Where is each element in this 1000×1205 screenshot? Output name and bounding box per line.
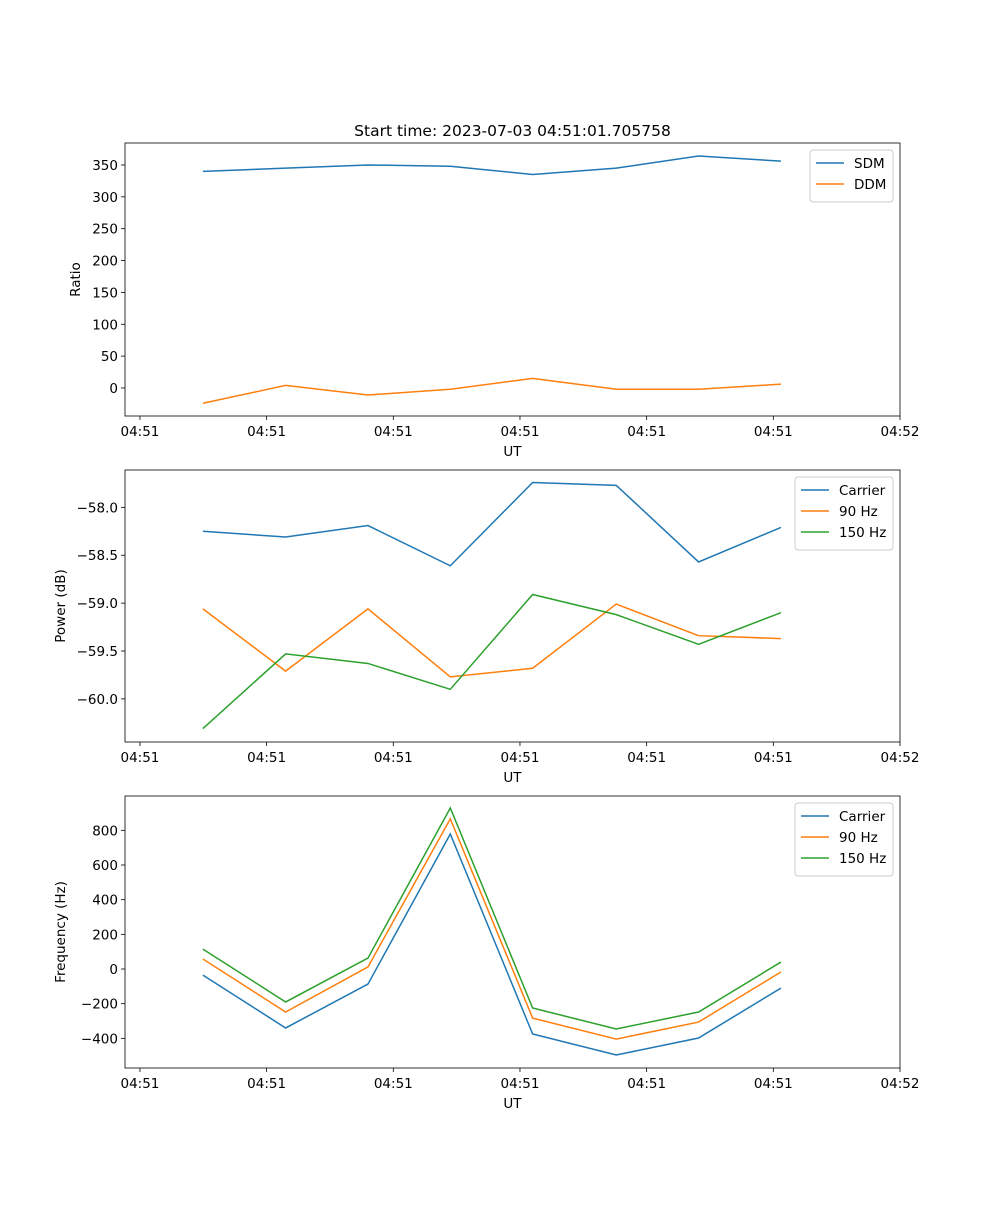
x-tick-label: 04:51 bbox=[247, 750, 286, 766]
x-axis-label: UT bbox=[503, 444, 522, 460]
y-tick-label: 100 bbox=[92, 317, 118, 333]
chart-title: Start time: 2023-07-03 04:51:01.705758 bbox=[354, 122, 671, 140]
legend-label: SDM bbox=[854, 156, 885, 172]
x-tick-label: 04:51 bbox=[754, 750, 793, 766]
x-tick-label: 04:51 bbox=[247, 424, 286, 440]
y-axis-label: Frequency (Hz) bbox=[53, 881, 69, 983]
y-tick-label: −60.0 bbox=[77, 692, 118, 708]
y-tick-label: −58.0 bbox=[77, 500, 118, 516]
legend-label: Carrier bbox=[839, 809, 886, 825]
y-tick-label: 150 bbox=[92, 285, 118, 301]
x-tick-label: 04:51 bbox=[247, 1076, 286, 1092]
series-line-90-hz bbox=[203, 819, 781, 1039]
y-tick-label: 200 bbox=[92, 927, 118, 943]
x-tick-label: 04:51 bbox=[754, 1076, 793, 1092]
y-tick-label: 0 bbox=[109, 381, 118, 397]
series-line-sdm bbox=[203, 156, 781, 174]
y-tick-label: 400 bbox=[92, 893, 118, 909]
y-tick-label: 600 bbox=[92, 858, 118, 874]
x-tick-label: 04:51 bbox=[120, 750, 159, 766]
legend: Carrier 90 Hz 150 Hz bbox=[795, 477, 893, 550]
x-axis-label: UT bbox=[503, 770, 522, 786]
axes-frame bbox=[125, 143, 900, 416]
series-line-ddm bbox=[203, 378, 781, 403]
series-line-150-hz bbox=[203, 595, 781, 729]
y-axis-label: Power (dB) bbox=[53, 569, 69, 642]
y-tick-label: 50 bbox=[101, 349, 118, 365]
axes-frame bbox=[125, 796, 900, 1068]
y-tick-label: −400 bbox=[81, 1031, 118, 1047]
x-tick-label: 04:51 bbox=[374, 1076, 413, 1092]
y-tick-label: −58.5 bbox=[77, 548, 118, 564]
y-tick-label: 350 bbox=[92, 158, 118, 174]
legend-label: 90 Hz bbox=[839, 504, 878, 520]
x-tick-label: 04:51 bbox=[754, 424, 793, 440]
x-axis-label: UT bbox=[503, 1096, 522, 1112]
x-tick-label: 04:51 bbox=[501, 424, 540, 440]
y-tick-label: 0 bbox=[109, 962, 118, 978]
subplot-2: 04:51 04:51 04:51 04:51 04:51 04:51 04:52 −60.0… bbox=[53, 470, 919, 786]
y-axis-label: Ratio bbox=[68, 262, 84, 297]
legend-label: DDM bbox=[854, 177, 886, 193]
y-tick-label: 200 bbox=[92, 254, 118, 270]
y-tick-label: −200 bbox=[81, 997, 118, 1013]
x-tick-label: 04:51 bbox=[627, 424, 666, 440]
legend-label: 90 Hz bbox=[839, 830, 878, 846]
legend-label: Carrier bbox=[839, 483, 886, 499]
x-tick-label: 04:52 bbox=[881, 1076, 920, 1092]
x-tick-label: 04:52 bbox=[881, 750, 920, 766]
x-tick-label: 04:51 bbox=[374, 750, 413, 766]
y-tick-label: −59.5 bbox=[77, 644, 118, 660]
subplot-1: Start time: 2023-07-03 04:51:01.705758 04… bbox=[68, 122, 919, 460]
x-tick-label: 04:51 bbox=[120, 1076, 159, 1092]
x-tick-label: 04:51 bbox=[627, 1076, 666, 1092]
legend-label: 150 Hz bbox=[839, 851, 886, 867]
x-tick-label: 04:51 bbox=[501, 750, 540, 766]
y-tick-label: −59.0 bbox=[77, 596, 118, 612]
legend: Carrier 90 Hz 150 Hz bbox=[795, 803, 893, 876]
x-tick-label: 04:52 bbox=[881, 424, 920, 440]
series-line-carrier bbox=[203, 482, 781, 565]
legend: SDM DDM bbox=[810, 150, 893, 202]
x-tick-label: 04:51 bbox=[120, 424, 159, 440]
x-tick-label: 04:51 bbox=[374, 424, 413, 440]
legend-label: 150 Hz bbox=[839, 525, 886, 541]
subplot-3: 04:51 04:51 04:51 04:51 04:51 04:51 04:52 −400 −… bbox=[53, 796, 919, 1112]
y-tick-label: 250 bbox=[92, 222, 118, 238]
y-tick-label: 800 bbox=[92, 823, 118, 839]
series-line-carrier bbox=[203, 834, 781, 1055]
axes-frame bbox=[125, 470, 900, 742]
x-tick-label: 04:51 bbox=[627, 750, 666, 766]
x-tick-label: 04:51 bbox=[501, 1076, 540, 1092]
y-tick-label: 300 bbox=[92, 190, 118, 206]
